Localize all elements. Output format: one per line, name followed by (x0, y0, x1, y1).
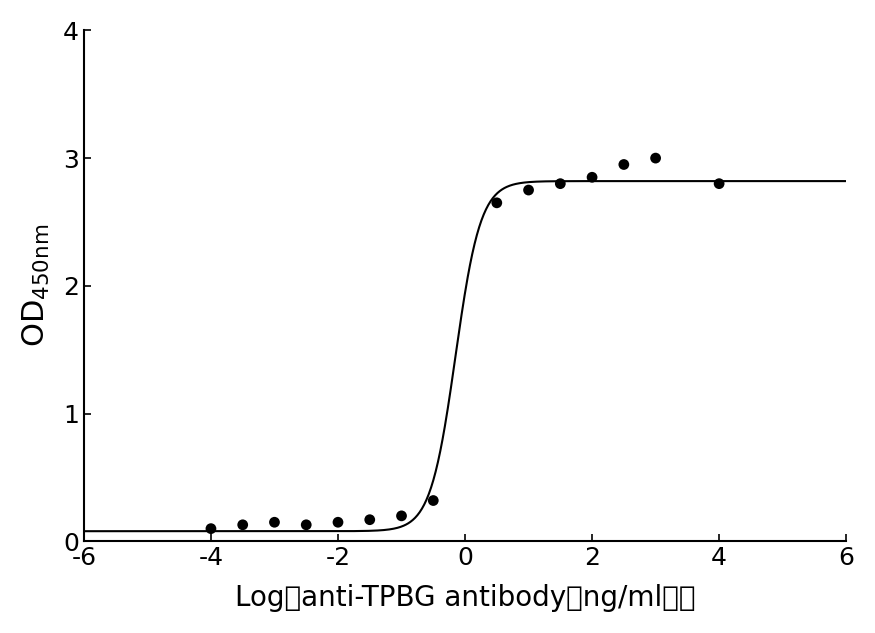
Point (268, 517, 282, 527)
Point (522, 185, 536, 195)
Y-axis label: $\mathregular{OD_{450nm}}$: $\mathregular{OD_{450nm}}$ (21, 224, 52, 348)
Point (395, 511, 409, 521)
Point (490, 197, 504, 208)
X-axis label: Log（anti-TPBG antibody（ng/ml））: Log（anti-TPBG antibody（ng/ml）） (234, 584, 696, 612)
Point (585, 172, 599, 182)
Point (299, 520, 313, 530)
Point (553, 179, 567, 189)
Point (331, 517, 345, 527)
Point (712, 179, 726, 189)
Point (617, 160, 631, 170)
Point (648, 153, 662, 163)
Point (235, 520, 249, 530)
Point (426, 496, 440, 506)
Point (204, 523, 218, 534)
Point (363, 515, 377, 525)
